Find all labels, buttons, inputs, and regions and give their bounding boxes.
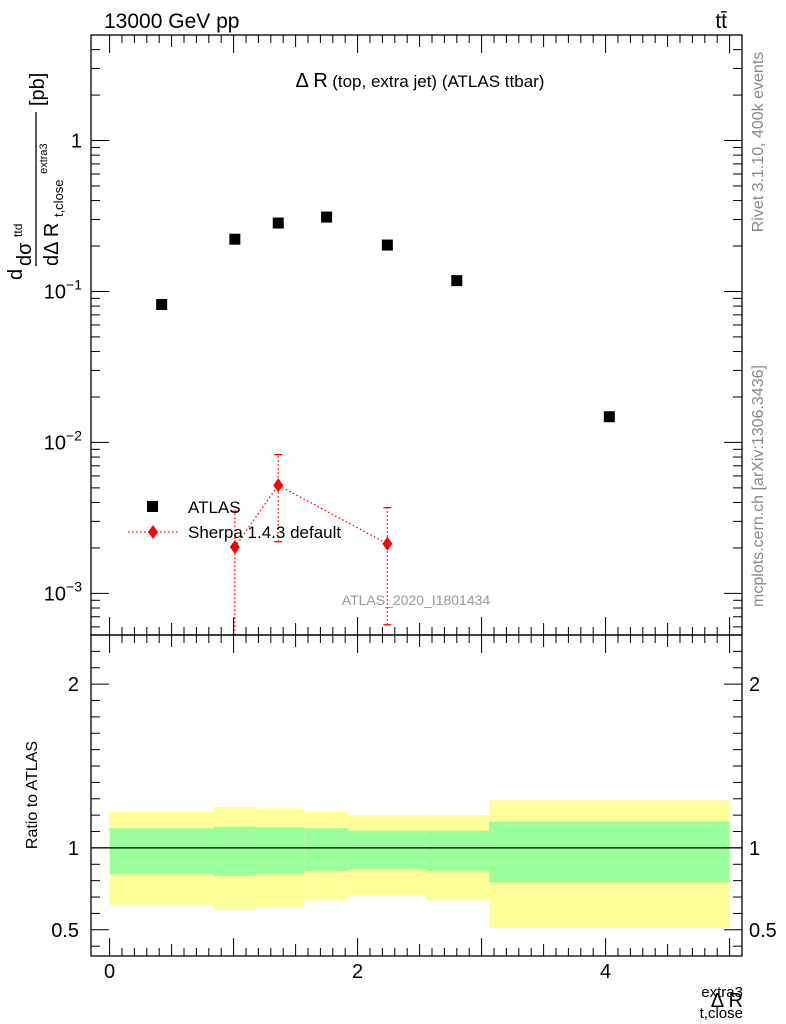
main-title-rest: (top, extra jet) (ATLAS ttbar) bbox=[332, 72, 544, 91]
ratio-band-inner bbox=[348, 830, 426, 870]
main-title-symbol: Δ R bbox=[296, 70, 328, 92]
ylabel-den: dΔ R t,close extra3 bbox=[38, 143, 68, 266]
ratio-xlabel-sup: extra3 bbox=[701, 984, 743, 1001]
ratio-band-inner bbox=[489, 821, 730, 883]
ratio-x-tick-labels: 0 2 4 bbox=[104, 961, 611, 983]
ratio-y-tick-label: 0.5 bbox=[51, 920, 79, 942]
atlas-point bbox=[321, 211, 333, 223]
legend-sherpa-marker bbox=[148, 525, 158, 539]
watermark: ATLAS_2020_I1801434 bbox=[342, 592, 491, 608]
ylabel-den-sub: t,close bbox=[51, 179, 66, 217]
y-tick-label: 1 bbox=[71, 131, 82, 153]
ylabel-den-sup: extra3 bbox=[38, 143, 50, 174]
process-label: tt̄ bbox=[715, 10, 727, 33]
ylabel-sigma-sup: ttd bbox=[11, 224, 25, 237]
ratio-x-tick-label: 2 bbox=[352, 961, 363, 983]
ratio-xlabel-sub: t,close bbox=[700, 1005, 743, 1022]
y-tick-label-exp: −2 bbox=[66, 427, 82, 443]
ratio-y-tick-label: 2 bbox=[68, 674, 79, 696]
atlas-point bbox=[156, 298, 168, 310]
sherpa-point bbox=[273, 478, 284, 493]
ratio-band-inner bbox=[255, 827, 305, 875]
main-ylabel: d dσ ttd dΔ R t,close extra3 [pb] bbox=[5, 73, 68, 280]
ratio-y-tick-label-right: 2 bbox=[749, 674, 760, 696]
ylabel-num: dσ ttd bbox=[11, 224, 36, 266]
ylabel-den-prefix: dΔ R bbox=[41, 223, 63, 266]
atlas-point bbox=[381, 239, 393, 251]
y-tick-label: 10−2 bbox=[44, 427, 82, 454]
ratio-frame bbox=[90, 634, 743, 957]
ratio-band-inner bbox=[213, 826, 256, 876]
main-axis-ticks bbox=[91, 34, 742, 635]
main-frame bbox=[90, 34, 743, 636]
ratio-x-tick-label: 4 bbox=[600, 961, 611, 983]
mcplots-label: mcplots.cern.ch [arXiv:1306.3436] bbox=[750, 365, 767, 607]
y-tick-label-base: 10 bbox=[44, 583, 66, 605]
legend: ATLAS Sherpa 1.4.3 default bbox=[128, 498, 341, 542]
ratio-ylabel: Ratio to ATLAS bbox=[24, 741, 41, 849]
main-title: Δ R (top, extra jet) (ATLAS ttbar) bbox=[296, 70, 545, 92]
ratio-x-tick-label: 0 bbox=[104, 961, 115, 983]
atlas-point bbox=[272, 217, 284, 229]
atlas-point bbox=[603, 411, 615, 423]
y-tick-label-base: 10 bbox=[44, 432, 66, 454]
legend-sherpa-label: Sherpa 1.4.3 default bbox=[188, 523, 341, 542]
ratio-bands bbox=[109, 800, 730, 929]
atlas-series bbox=[156, 211, 615, 423]
ratio-y-tick-label-right: 0.5 bbox=[749, 920, 777, 942]
atlas-point bbox=[229, 233, 241, 245]
ratio-axis-ticks bbox=[91, 635, 742, 956]
y-tick-label-base: 1 bbox=[71, 131, 82, 153]
ratio-band-inner bbox=[109, 828, 214, 875]
sherpa-point bbox=[229, 539, 240, 554]
ratio-panel: 0.5 0.5 1 1 2 2 0 2 4 Ratio to ATLAS Δ R extra3… bbox=[24, 634, 777, 1022]
rivet-label: Rivet 3.1.10, 400k events bbox=[750, 52, 767, 233]
ratio-y-tick-labels: 0.5 0.5 1 1 2 2 bbox=[51, 674, 777, 942]
sherpa-series bbox=[229, 453, 393, 635]
y-tick-label: 10−1 bbox=[44, 276, 82, 303]
ratio-y-tick-label-right: 1 bbox=[749, 838, 760, 860]
y-tick-label-exp: −3 bbox=[66, 578, 82, 594]
legend-atlas-marker bbox=[147, 501, 158, 512]
ratio-band-inner bbox=[304, 828, 349, 871]
ylabel-d: d bbox=[5, 269, 27, 280]
y-tick-label-exp: −1 bbox=[66, 276, 82, 292]
energy-label: 13000 GeV pp bbox=[104, 10, 239, 33]
main-y-tick-labels: 110−110−210−3 bbox=[44, 131, 82, 606]
ylabel-numerator: d bbox=[5, 269, 27, 280]
main-panel: ATLAS_2020_I1801434 Δ R (top, extra jet)… bbox=[5, 34, 743, 636]
ratio-y-tick-label: 1 bbox=[68, 838, 79, 860]
ylabel-sigma: dσ bbox=[14, 242, 36, 266]
ratio-xlabel: Δ R bbox=[711, 990, 743, 1012]
y-tick-label-base: 10 bbox=[44, 281, 66, 303]
y-tick-label: 10−3 bbox=[44, 578, 82, 605]
xlabel-main: Δ R bbox=[711, 990, 743, 1012]
legend-atlas-label: ATLAS bbox=[188, 498, 241, 517]
ratio-band-inner bbox=[425, 830, 490, 871]
ylabel-unit: [pb] bbox=[27, 73, 49, 106]
atlas-point bbox=[451, 275, 463, 287]
sherpa-point bbox=[382, 536, 393, 551]
sherpa-line bbox=[234, 484, 388, 548]
